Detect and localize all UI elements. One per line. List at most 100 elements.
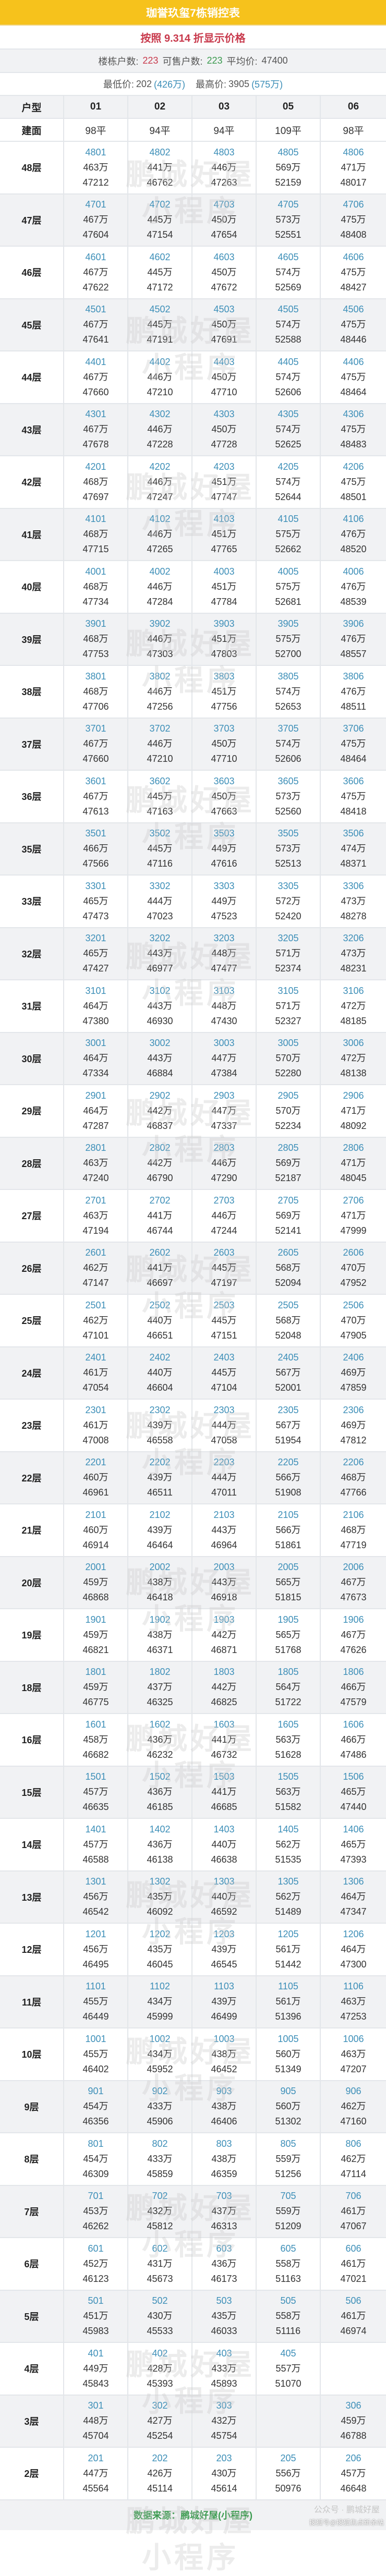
- unit-cell[interactable]: 2902 442万 46837: [128, 1085, 192, 1137]
- unit-cell[interactable]: 3305 572万 52420: [257, 876, 321, 927]
- unit-cell[interactable]: 2903 447万 47337: [192, 1085, 257, 1137]
- unit-cell[interactable]: 4006 476万 48539: [321, 561, 386, 613]
- unit-cell[interactable]: 3602 445万 47163: [128, 771, 192, 822]
- unit-cell[interactable]: 1403 440万 46638: [192, 1819, 257, 1870]
- unit-cell[interactable]: 3001 464万 47334: [64, 1032, 128, 1084]
- unit-cell[interactable]: 203 430万 45614: [192, 2448, 257, 2499]
- unit-cell[interactable]: 1605 563万 51628: [257, 1714, 321, 1766]
- unit-cell[interactable]: 2003 443万 46918: [192, 1557, 257, 1608]
- unit-cell[interactable]: 4501 467万 47641: [64, 299, 128, 350]
- unit-cell[interactable]: 405 557万 51070: [257, 2343, 321, 2395]
- unit-cell[interactable]: 2702 441万 46744: [128, 1190, 192, 1242]
- unit-cell[interactable]: 2105 566万 51861: [257, 1504, 321, 1556]
- unit-cell[interactable]: 2106 468万 47719: [321, 1504, 386, 1556]
- unit-cell[interactable]: 3701 467万 47660: [64, 718, 128, 770]
- unit-cell[interactable]: 201 447万 45564: [64, 2448, 128, 2499]
- unit-cell[interactable]: 503 435万 46033: [192, 2290, 257, 2342]
- unit-cell[interactable]: 703 437万 46313: [192, 2185, 257, 2237]
- unit-cell[interactable]: 2002 438万 46418: [128, 1557, 192, 1608]
- unit-cell[interactable]: 3006 472万 48138: [321, 1033, 386, 1085]
- unit-cell[interactable]: 3502 445万 47116: [128, 823, 192, 874]
- unit-cell[interactable]: 2001 459万 46868: [64, 1557, 128, 1608]
- unit-cell[interactable]: 4402 446万 47210: [128, 351, 192, 403]
- unit-cell[interactable]: 4603 450万 47672: [192, 247, 257, 298]
- unit-cell[interactable]: 3105 571万 52327: [257, 980, 321, 1032]
- unit-cell[interactable]: 3803 451万 47756: [192, 666, 257, 718]
- unit-cell[interactable]: 2302 439万 46558: [128, 1400, 192, 1451]
- unit-cell[interactable]: 2006 467万 47673: [321, 1557, 386, 1609]
- unit-cell[interactable]: 1102 434万 45999: [128, 1976, 192, 2027]
- unit-cell[interactable]: 2806 471万 48045: [321, 1138, 386, 1189]
- unit-cell[interactable]: 3905 575万 52700: [257, 613, 321, 665]
- unit-cell[interactable]: 3202 443万 46977: [128, 928, 192, 979]
- unit-cell[interactable]: 603 436万 46173: [192, 2238, 257, 2290]
- unit-cell[interactable]: 4201 468万 47697: [64, 456, 128, 508]
- unit-cell[interactable]: 1801 459万 46775: [64, 1661, 128, 1713]
- unit-cell[interactable]: 3903 451万 47803: [192, 613, 257, 665]
- unit-cell[interactable]: 1506 465万 47440: [321, 1767, 386, 1818]
- unit-cell[interactable]: 2202 439万 46511: [128, 1452, 192, 1503]
- unit-cell[interactable]: 2906 471万 48092: [321, 1085, 386, 1137]
- unit-cell[interactable]: 501 451万 45983: [64, 2290, 128, 2342]
- unit-cell[interactable]: 2801 463万 47240: [64, 1137, 128, 1189]
- unit-cell[interactable]: 3606 475万 48418: [321, 771, 386, 822]
- unit-cell[interactable]: 4505 574万 52588: [257, 299, 321, 350]
- unit-cell[interactable]: 2303 444万 47058: [192, 1400, 257, 1451]
- unit-cell[interactable]: 4601 467万 47622: [64, 247, 128, 298]
- unit-cell[interactable]: 4002 446万 47284: [128, 561, 192, 613]
- unit-cell[interactable]: 4703 450万 47654: [192, 194, 257, 246]
- unit-cell[interactable]: 4606 475万 48427: [321, 247, 386, 298]
- unit-cell[interactable]: 402 428万 45393: [128, 2343, 192, 2395]
- unit-cell[interactable]: 802 433万 45859: [128, 2133, 192, 2185]
- unit-cell[interactable]: 3906 476万 48557: [321, 614, 386, 665]
- unit-cell[interactable]: 3801 468万 47706: [64, 666, 128, 718]
- unit-cell[interactable]: 4705 573万 52551: [257, 194, 321, 246]
- unit-cell[interactable]: 702 432万 45812: [128, 2185, 192, 2237]
- unit-cell[interactable]: 2205 566万 51908: [257, 1452, 321, 1503]
- unit-cell[interactable]: 4001 468万 47734: [64, 561, 128, 613]
- unit-cell[interactable]: 706 461万 47067: [321, 2186, 386, 2238]
- unit-cell[interactable]: 301 448万 45704: [64, 2395, 128, 2447]
- unit-cell[interactable]: 2101 460万 46914: [64, 1504, 128, 1556]
- unit-cell[interactable]: 1002 434万 45952: [128, 2028, 192, 2080]
- unit-cell[interactable]: 606 461万 47021: [321, 2238, 386, 2290]
- unit-cell[interactable]: 1803 442万 46825: [192, 1661, 257, 1713]
- unit-cell[interactable]: 2905 570万 52234: [257, 1085, 321, 1137]
- unit-cell[interactable]: 906 462万 47160: [321, 2081, 386, 2133]
- unit-cell[interactable]: 3603 450万 47663: [192, 771, 257, 822]
- unit-cell[interactable]: 1601 458万 46682: [64, 1714, 128, 1766]
- unit-cell[interactable]: 3106 472万 48185: [321, 980, 386, 1032]
- unit-cell[interactable]: 3103 448万 47430: [192, 980, 257, 1032]
- unit-cell[interactable]: 1202 435万 46045: [128, 1924, 192, 1975]
- unit-cell[interactable]: 1401 457万 46588: [64, 1819, 128, 1870]
- unit-cell[interactable]: 505 558万 51116: [257, 2290, 321, 2342]
- unit-cell[interactable]: 2502 440万 46651: [128, 1295, 192, 1346]
- unit-cell[interactable]: 2102 439万 46464: [128, 1504, 192, 1556]
- unit-cell[interactable]: 1103 439万 46499: [192, 1976, 257, 2027]
- unit-cell[interactable]: 1005 560万 51349: [257, 2028, 321, 2080]
- unit-cell[interactable]: 1305 562万 51489: [257, 1871, 321, 1923]
- unit-cell[interactable]: 2203 444万 47011: [192, 1452, 257, 1503]
- unit-cell[interactable]: 3203 448万 47477: [192, 928, 257, 979]
- unit-cell[interactable]: 1501 457万 46635: [64, 1766, 128, 1818]
- unit-cell[interactable]: 1201 456万 46495: [64, 1924, 128, 1975]
- unit-cell[interactable]: 4101 468万 47715: [64, 508, 128, 560]
- unit-cell[interactable]: 4102 446万 47265: [128, 508, 192, 560]
- unit-cell[interactable]: 1001 455万 46402: [64, 2028, 128, 2080]
- unit-cell[interactable]: 2306 469万 47812: [321, 1400, 386, 1451]
- unit-cell[interactable]: 2706 471万 47999: [321, 1190, 386, 1242]
- unit-cell[interactable]: 401 449万 45843: [64, 2343, 128, 2395]
- unit-cell[interactable]: 403 433万 45893: [192, 2343, 257, 2395]
- unit-cell[interactable]: 3505 573万 52513: [257, 823, 321, 874]
- unit-cell[interactable]: 1105 561万 51396: [257, 1976, 321, 2027]
- unit-cell[interactable]: 3605 573万 52560: [257, 771, 321, 822]
- unit-cell[interactable]: 601 452万 46123: [64, 2238, 128, 2290]
- unit-cell[interactable]: 2405 567万 52001: [257, 1347, 321, 1399]
- unit-cell[interactable]: 302 427万 45254: [128, 2395, 192, 2447]
- unit-cell[interactable]: 506 461万 46974: [321, 2291, 386, 2342]
- unit-cell[interactable]: 902 433万 45906: [128, 2081, 192, 2132]
- unit-cell[interactable]: 1606 466万 47486: [321, 1714, 386, 1766]
- unit-cell[interactable]: 3705 574万 52606: [257, 718, 321, 770]
- unit-cell[interactable]: 901 454万 46356: [64, 2081, 128, 2132]
- unit-cell[interactable]: 4403 450万 47710: [192, 351, 257, 403]
